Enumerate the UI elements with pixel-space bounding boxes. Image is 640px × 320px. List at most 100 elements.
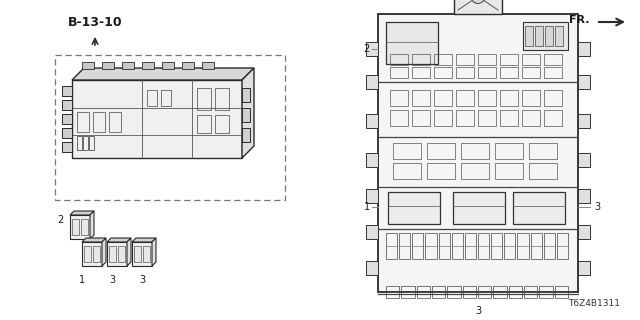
Bar (522, 54, 540, 65)
Bar (62, 114, 72, 124)
Text: T6Z4B1311: T6Z4B1311 (568, 299, 620, 308)
Bar (461, 143, 489, 159)
Bar (478, 233, 489, 259)
Bar (495, 163, 523, 179)
Bar (134, 246, 141, 262)
Bar (84, 246, 91, 262)
Bar (578, 42, 590, 56)
Bar (509, 286, 522, 298)
Bar (62, 100, 72, 110)
Bar (500, 54, 518, 65)
Bar (478, 54, 496, 65)
Text: FR.: FR. (568, 15, 589, 25)
Bar (161, 90, 171, 106)
Polygon shape (82, 238, 106, 242)
Polygon shape (107, 238, 131, 242)
Bar (522, 90, 540, 106)
Bar (366, 189, 378, 203)
Bar (81, 219, 88, 235)
Circle shape (471, 0, 485, 4)
Polygon shape (72, 68, 254, 80)
Bar (242, 128, 250, 142)
Text: 3: 3 (475, 306, 481, 316)
Bar (578, 225, 590, 239)
Bar (143, 246, 150, 262)
Text: 2: 2 (57, 215, 63, 225)
Bar (89, 136, 94, 150)
Bar (522, 67, 540, 78)
Bar (62, 128, 72, 138)
Bar (426, 233, 436, 259)
Bar (417, 286, 430, 298)
Bar (118, 246, 125, 262)
Bar (62, 142, 72, 152)
Bar (524, 286, 538, 298)
Bar (242, 108, 250, 122)
Bar (531, 233, 541, 259)
Bar (578, 153, 590, 167)
Text: 2: 2 (364, 44, 370, 54)
Bar (142, 62, 154, 69)
Bar (412, 90, 430, 106)
Bar (456, 67, 474, 78)
Bar (202, 62, 214, 69)
Text: 1: 1 (79, 275, 85, 285)
Bar (432, 286, 445, 298)
Polygon shape (72, 80, 242, 158)
Bar (386, 22, 438, 64)
Bar (427, 143, 455, 159)
Bar (434, 90, 452, 106)
Bar (366, 114, 378, 128)
Polygon shape (127, 238, 131, 266)
Bar (557, 233, 568, 259)
Bar (93, 246, 100, 262)
Text: B-13-10: B-13-10 (68, 15, 122, 28)
Bar (412, 110, 430, 126)
Bar (366, 42, 378, 56)
Bar (215, 115, 229, 133)
Bar (504, 233, 515, 259)
Bar (378, 14, 578, 292)
Bar (434, 54, 452, 65)
Bar (434, 110, 452, 126)
Bar (500, 110, 518, 126)
Bar (102, 62, 114, 69)
Bar (93, 112, 105, 132)
Bar (82, 62, 94, 69)
Bar (478, 67, 496, 78)
Bar (529, 143, 557, 159)
Bar (83, 136, 88, 150)
Bar (578, 75, 590, 89)
Bar (147, 90, 157, 106)
Bar (122, 62, 134, 69)
Bar (544, 110, 562, 126)
Bar (393, 163, 421, 179)
Bar (453, 192, 505, 224)
Bar (197, 88, 211, 110)
Bar (366, 261, 378, 276)
Bar (452, 233, 463, 259)
Bar (456, 54, 474, 65)
Text: 1: 1 (364, 202, 370, 212)
Bar (578, 189, 590, 203)
Bar (390, 54, 408, 65)
Bar (390, 67, 408, 78)
Bar (578, 261, 590, 276)
Bar (215, 88, 229, 110)
Bar (447, 286, 461, 298)
Bar (386, 233, 397, 259)
Bar (478, 286, 492, 298)
Bar (545, 26, 553, 46)
Text: 3: 3 (594, 202, 600, 212)
Bar (517, 233, 529, 259)
Polygon shape (70, 211, 94, 215)
Text: 3: 3 (139, 275, 145, 285)
Bar (412, 233, 424, 259)
Bar (386, 286, 399, 298)
Bar (493, 286, 507, 298)
Polygon shape (90, 211, 94, 239)
Bar (162, 62, 174, 69)
Bar (427, 163, 455, 179)
Bar (465, 233, 476, 259)
Bar (454, 0, 502, 14)
